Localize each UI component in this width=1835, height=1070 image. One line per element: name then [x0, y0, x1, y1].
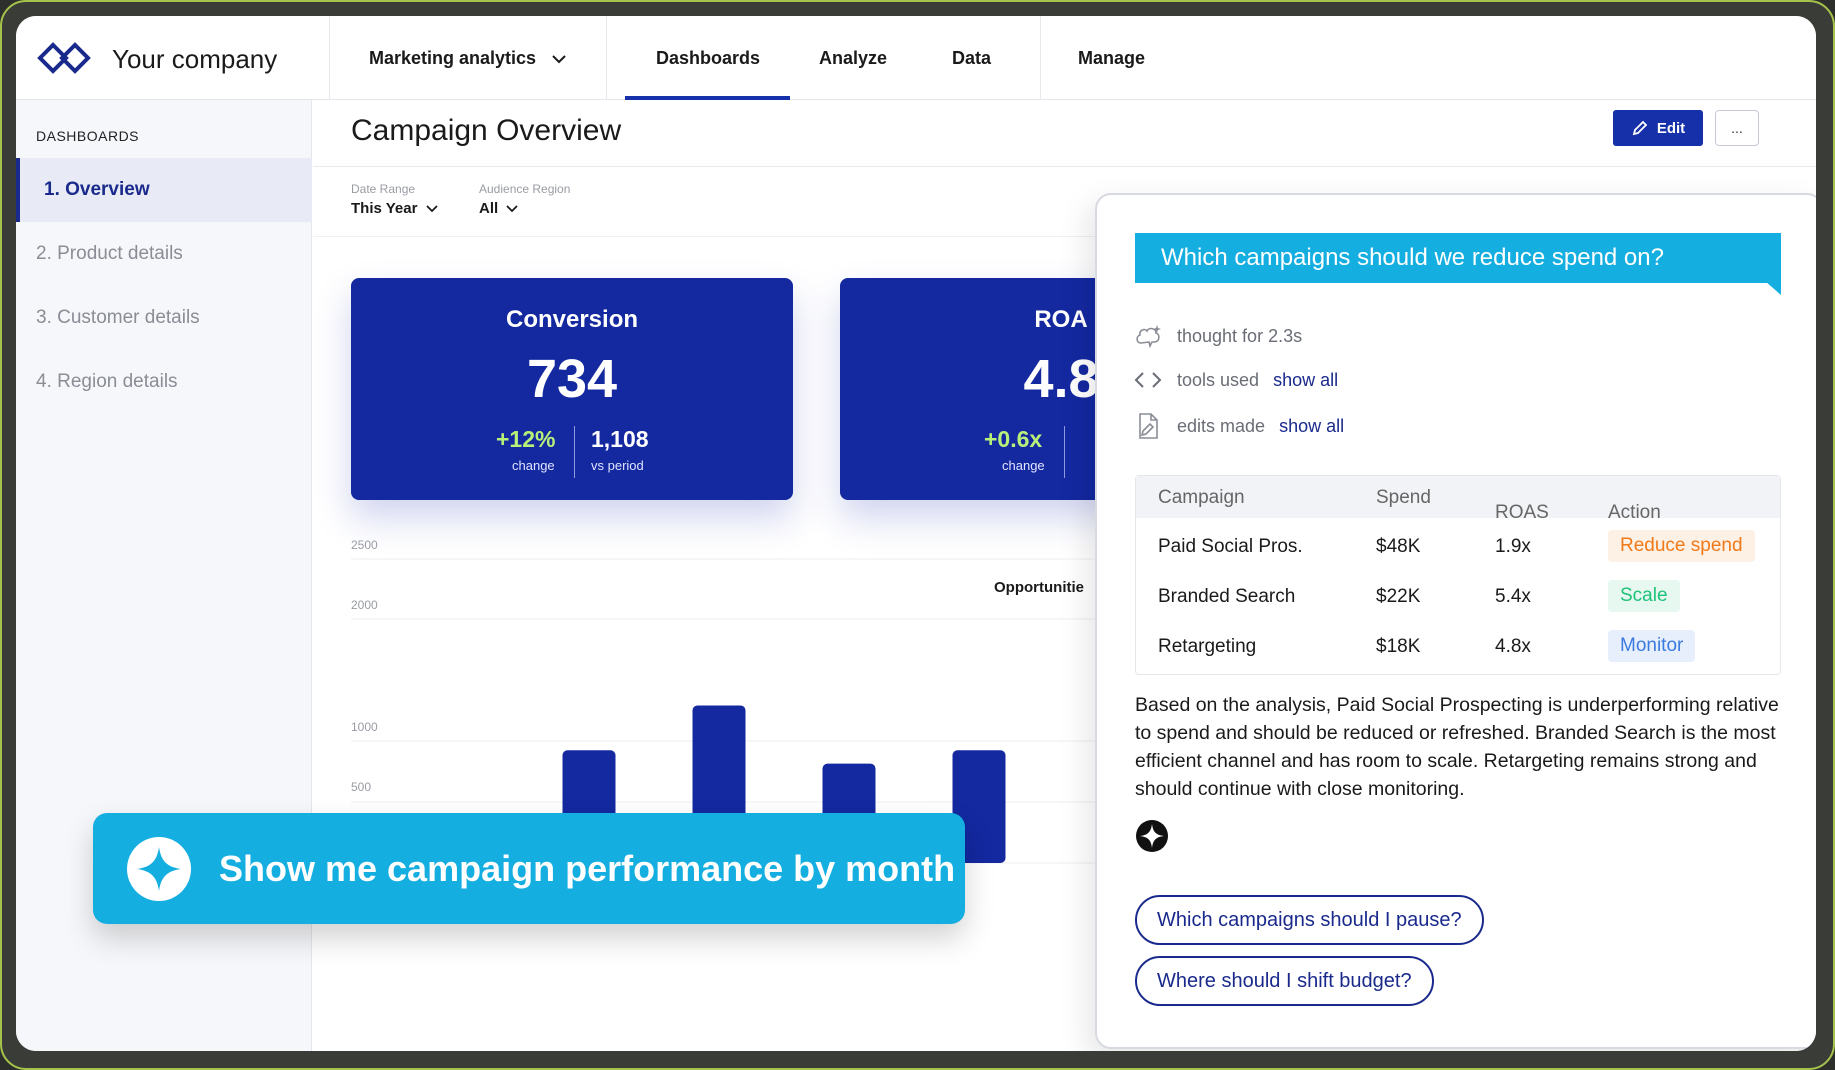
y-tick-label: 2500 — [351, 538, 378, 552]
prompt-text: Show me campaign performance by month — [219, 847, 956, 889]
column-header-spend: Spend — [1376, 487, 1431, 508]
assistant-question: Which campaigns should we reduce spend o… — [1135, 233, 1781, 283]
active-tab-indicator — [625, 96, 790, 100]
cell-campaign: Branded Search — [1158, 586, 1296, 607]
filter-label: Audience Region — [479, 182, 571, 196]
column-header-roas: ROAS — [1495, 502, 1549, 523]
kpi-card-conversion[interactable]: Conversion 734 +12% change 1,108 vs peri… — [351, 278, 793, 500]
nav-tab-analyze[interactable]: Analyze — [819, 48, 888, 68]
pencil-icon — [1632, 120, 1648, 136]
nav-tab-data[interactable]: Data — [952, 48, 992, 68]
nav-divider — [1040, 16, 1041, 100]
company-name: Your company — [112, 44, 278, 74]
kpi-change: +12% — [496, 426, 556, 452]
audience-region-filter[interactable]: Audience Region All — [479, 182, 570, 217]
cell-spend: $18K — [1376, 636, 1421, 657]
tools-row: tools used show all — [1133, 365, 1338, 395]
cell-spend: $48K — [1376, 536, 1421, 557]
kpi-title: Conversion — [505, 306, 639, 333]
chevron-down-icon — [552, 55, 566, 64]
sparkle-icon — [127, 836, 191, 901]
kpi-value: 4.8 — [1023, 349, 1099, 409]
page-title: Campaign Overview — [351, 114, 622, 147]
cell-campaign: Paid Social Pros. — [1158, 536, 1303, 557]
filter-value: All — [479, 200, 570, 217]
divider — [313, 236, 1816, 237]
suggestion-chip-pause[interactable]: Which campaigns should I pause? — [1135, 895, 1484, 945]
prompt-banner[interactable]: Show me campaign performance by month — [93, 813, 965, 924]
cell-roas: 1.9x — [1495, 536, 1531, 557]
action-tag-monitor[interactable]: Monitor — [1608, 630, 1696, 662]
thought-text: thought for 2.3s — [1177, 325, 1303, 346]
assistant-sparkle-icon — [1136, 820, 1168, 852]
document-edit-icon — [1139, 413, 1158, 439]
sidebar-item-region-details[interactable]: 4. Region details — [36, 371, 178, 392]
sidebar-heading: DASHBOARDS — [36, 128, 140, 144]
kpi-change: +0.6x — [984, 426, 1043, 452]
code-icon — [1134, 372, 1162, 388]
chevron-down-icon — [425, 205, 438, 213]
column-header-action: Action — [1608, 502, 1661, 523]
filter-value: This Year — [351, 200, 438, 217]
chevron-down-icon — [506, 205, 518, 213]
edits-label: edits made — [1177, 415, 1266, 436]
kpi-change-label: change — [512, 458, 555, 473]
column-header-campaign: Campaign — [1158, 487, 1245, 508]
suggestion-chip-shift-budget[interactable]: Where should I shift budget? — [1135, 956, 1434, 1006]
nav-divider — [606, 16, 607, 100]
nav-tab-dashboards[interactable]: Dashboards — [656, 48, 761, 68]
kpi-vs-label: vs period — [591, 458, 644, 473]
assistant-summary: Based on the analysis, Paid Social Prosp… — [1135, 694, 1779, 800]
kpi-value: 734 — [526, 349, 618, 409]
y-tick-label: 500 — [351, 780, 371, 794]
thought-row: thought for 2.3s — [1133, 321, 1302, 351]
divider — [313, 166, 1816, 167]
kpi-divider — [1064, 426, 1065, 478]
company-logo-icon — [37, 42, 91, 74]
table-header — [1136, 476, 1780, 518]
workspace-dropdown[interactable]: Marketing analytics — [369, 48, 567, 69]
chart-bar[interactable] — [952, 750, 1006, 863]
sidebar-item-overview[interactable]: 1. Overview — [16, 158, 312, 222]
action-tag-reduce[interactable]: Reduce spend — [1608, 530, 1755, 562]
kpi-change-label: change — [1002, 458, 1045, 473]
more-options-button[interactable]: ... — [1715, 110, 1759, 146]
date-range-filter[interactable]: Date Range This Year — [351, 182, 438, 217]
tools-label: tools used — [1177, 369, 1260, 390]
cell-campaign: Retargeting — [1158, 636, 1257, 657]
y-tick-label: 1000 — [351, 720, 378, 734]
brain-icon — [1136, 325, 1161, 349]
app-window: Your company Marketing analytics Dashboa… — [16, 16, 1816, 1051]
assistant-panel: Which campaigns should we reduce spend o… — [1095, 193, 1816, 1049]
edits-row: edits made show all — [1133, 411, 1344, 441]
action-tag-scale[interactable]: Scale — [1608, 580, 1680, 612]
cell-roas: 4.8x — [1495, 636, 1531, 657]
edit-label: Edit — [1656, 119, 1686, 137]
cell-spend: $22K — [1376, 586, 1421, 607]
edit-button[interactable]: Edit — [1613, 110, 1703, 146]
kpi-divider — [574, 426, 575, 478]
top-nav: Your company Marketing analytics Dashboa… — [16, 16, 1816, 100]
chart-title: Opportunitie — [994, 579, 1084, 596]
edits-show-all-link[interactable]: show all — [1279, 415, 1345, 436]
dashboard-main: Campaign Overview Edit ... Date Range Th… — [93, 100, 1816, 1051]
sidebar-item-product-details[interactable]: 2. Product details — [36, 243, 183, 264]
cell-roas: 5.4x — [1495, 586, 1531, 607]
sidebar-item-customer-details[interactable]: 3. Customer details — [36, 307, 200, 328]
speech-tail — [1765, 281, 1781, 295]
nav-divider — [329, 16, 330, 100]
nav-tab-manage[interactable]: Manage — [1078, 48, 1146, 68]
kpi-title: ROA — [1034, 306, 1088, 333]
tools-show-all-link[interactable]: show all — [1273, 369, 1339, 390]
kpi-vs-value: 1,108 — [591, 426, 649, 452]
campaign-table: Campaign Spend ROAS Action Paid Social P… — [1135, 475, 1781, 675]
filter-label: Date Range — [351, 182, 416, 196]
y-tick-label: 2000 — [351, 598, 378, 612]
workspace-label: Marketing analytics — [369, 48, 537, 68]
